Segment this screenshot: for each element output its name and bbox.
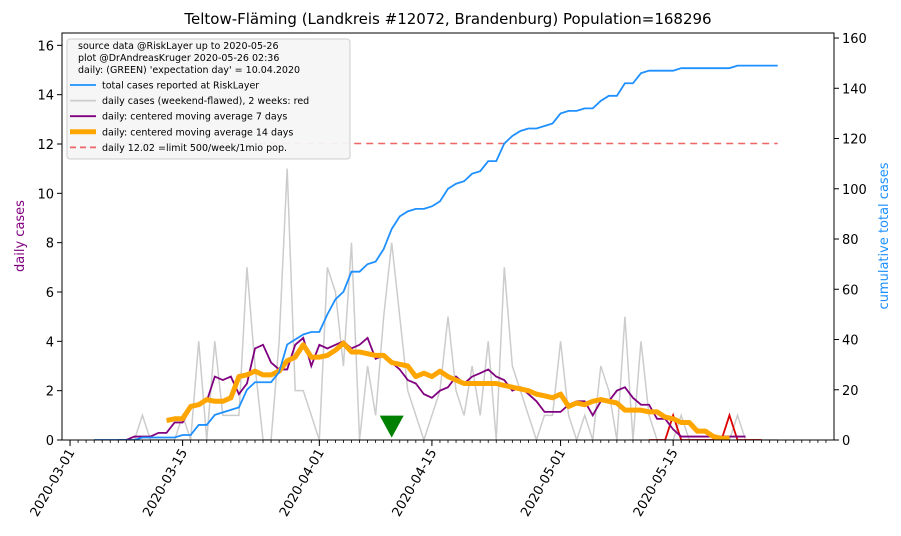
y-tick-label-right: 100 [842,183,867,198]
chart-title: Teltow-Fläming (Landkreis #12072, Brande… [183,10,711,28]
legend-entry-label: total cases reported at RiskLayer [102,81,259,92]
series-moving-average-7 [118,336,746,440]
legend-entry-label: daily: centered moving average 7 days [102,112,287,123]
y-tick-label-left: 16 [37,39,54,54]
expectation-day-marker [379,415,404,438]
y-tick-label-right: 140 [842,82,867,97]
y-tick-label-right: 80 [842,233,859,248]
y-tick-label-right: 160 [842,32,867,47]
y-tick-label-right: 40 [842,334,859,349]
legend-entry-label: daily cases (weekend-flawed), 2 weeks: r… [102,96,309,107]
legend-entry-label: daily: centered moving average 14 days [102,127,293,138]
y-tick-label-right: 20 [842,384,859,399]
legend: source data @RiskLayer up to 2020-05-26p… [66,38,351,160]
legend-entry-label: daily 12.02 =limit 500/week/1mio pop. [102,143,287,154]
legend-info-line: plot @DrAndreasKruger 2020-05-26 02:36 [78,53,279,64]
y-tick-label-left: 14 [37,89,54,104]
series-total-cases [94,64,778,440]
series-daily-cases-red [649,412,762,440]
y-tick-label-left: 6 [46,286,54,301]
plot-area [94,64,778,440]
legend-info-line: daily: (GREEN) 'expectation day' = 10.04… [78,65,300,76]
y-tick-label-right: 60 [842,283,859,298]
y-tick-label-left: 10 [37,187,54,202]
legend-info-line: source data @RiskLayer up to 2020-05-26 [78,41,279,52]
y-tick-label-left: 4 [46,335,54,350]
y-axis-label-right: cumulative total cases [877,162,892,309]
series-moving-average-14 [166,340,730,440]
y-axis-label-left: daily cases [13,200,28,272]
y-tick-label-left: 2 [46,385,54,400]
y-tick-label-right: 120 [842,133,867,148]
legend-box [66,38,351,160]
y-tick-label-left: 12 [37,138,54,153]
y-tick-label-left: 0 [46,434,54,449]
y-tick-label-right: 0 [842,434,850,449]
y-tick-label-left: 8 [46,237,54,252]
